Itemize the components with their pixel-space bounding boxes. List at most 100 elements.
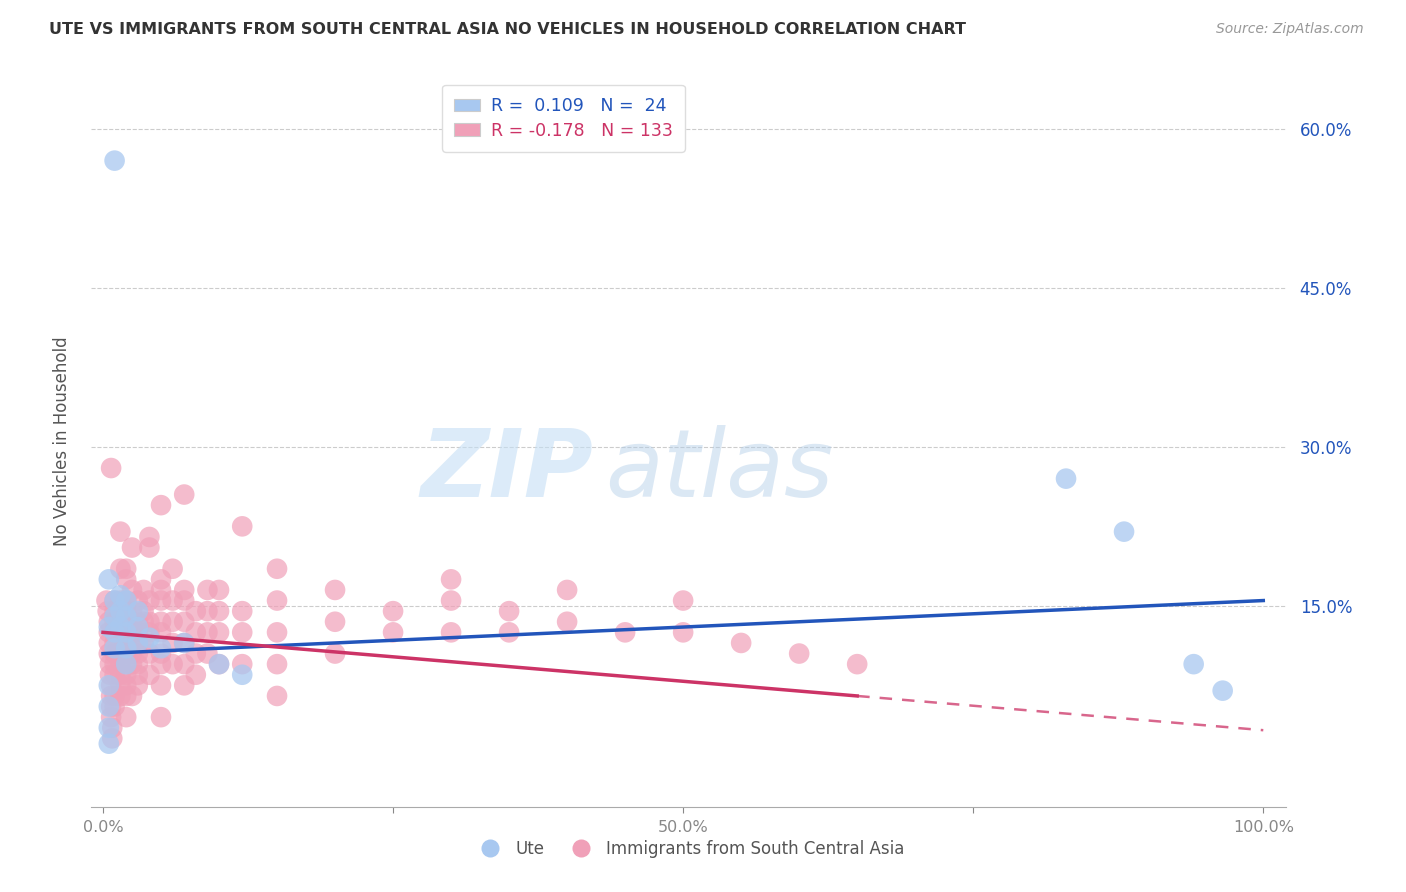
Point xyxy=(97,572,120,586)
Point xyxy=(110,657,132,672)
Point xyxy=(150,625,173,640)
Point xyxy=(846,657,869,672)
Point xyxy=(150,710,173,724)
Point xyxy=(104,667,127,681)
Point xyxy=(184,604,207,618)
Text: atlas: atlas xyxy=(605,425,834,516)
Point xyxy=(100,710,122,724)
Point xyxy=(104,625,127,640)
Point xyxy=(127,604,149,618)
Point xyxy=(173,487,195,501)
Point xyxy=(440,593,463,607)
Point xyxy=(97,647,120,661)
Point xyxy=(173,615,195,629)
Point xyxy=(100,461,122,475)
Point xyxy=(138,615,160,629)
Point xyxy=(138,593,160,607)
Point xyxy=(173,593,195,607)
Point xyxy=(110,625,132,640)
Point xyxy=(672,625,695,640)
Point xyxy=(127,625,149,640)
Point xyxy=(104,615,127,629)
Text: Source: ZipAtlas.com: Source: ZipAtlas.com xyxy=(1216,22,1364,37)
Point xyxy=(101,731,124,746)
Point xyxy=(115,625,138,640)
Point xyxy=(101,721,124,735)
Point xyxy=(115,657,138,672)
Point xyxy=(208,604,231,618)
Point xyxy=(127,657,149,672)
Point xyxy=(98,657,121,672)
Point xyxy=(173,582,195,597)
Point xyxy=(110,678,132,692)
Point xyxy=(266,625,288,640)
Point xyxy=(132,604,155,618)
Y-axis label: No Vehicles in Household: No Vehicles in Household xyxy=(52,336,70,547)
Point xyxy=(115,689,138,703)
Text: ZIP: ZIP xyxy=(420,425,593,516)
Point xyxy=(162,636,184,650)
Point xyxy=(115,636,138,650)
Point xyxy=(115,625,138,640)
Point xyxy=(231,604,253,618)
Point xyxy=(110,636,132,650)
Point xyxy=(208,582,231,597)
Point xyxy=(98,667,121,681)
Point xyxy=(127,615,149,629)
Point xyxy=(121,604,143,618)
Point xyxy=(97,620,120,634)
Point xyxy=(197,582,219,597)
Point xyxy=(162,657,184,672)
Point xyxy=(266,562,288,576)
Point xyxy=(97,615,120,629)
Point xyxy=(208,625,231,640)
Point xyxy=(115,562,138,576)
Point xyxy=(127,636,149,650)
Point xyxy=(121,625,143,640)
Point xyxy=(150,582,173,597)
Point xyxy=(1212,683,1234,698)
Point xyxy=(208,657,231,672)
Point xyxy=(266,689,288,703)
Point xyxy=(323,582,346,597)
Point xyxy=(672,593,695,607)
Point xyxy=(555,615,578,629)
Point xyxy=(150,678,173,692)
Point xyxy=(110,524,132,539)
Point xyxy=(138,631,160,645)
Point xyxy=(231,519,253,533)
Point xyxy=(138,530,160,544)
Point xyxy=(110,593,132,607)
Point xyxy=(115,641,138,656)
Point xyxy=(197,647,219,661)
Point xyxy=(150,647,173,661)
Point xyxy=(110,689,132,703)
Point xyxy=(138,625,160,640)
Point xyxy=(138,647,160,661)
Point xyxy=(173,636,195,650)
Point xyxy=(104,593,127,607)
Point xyxy=(150,615,173,629)
Point xyxy=(115,678,138,692)
Point xyxy=(197,625,219,640)
Legend: Ute, Immigrants from South Central Asia: Ute, Immigrants from South Central Asia xyxy=(467,833,911,864)
Point xyxy=(132,636,155,650)
Point xyxy=(440,625,463,640)
Point xyxy=(173,657,195,672)
Point xyxy=(97,678,120,692)
Point xyxy=(104,604,127,618)
Point xyxy=(127,636,149,650)
Point xyxy=(498,604,520,618)
Point xyxy=(162,562,184,576)
Point xyxy=(127,667,149,681)
Point xyxy=(121,615,143,629)
Point xyxy=(184,667,207,681)
Point xyxy=(208,657,231,672)
Point xyxy=(110,604,132,618)
Point xyxy=(97,625,120,640)
Point xyxy=(115,615,138,629)
Point xyxy=(184,647,207,661)
Point xyxy=(115,609,138,624)
Point xyxy=(121,689,143,703)
Point xyxy=(110,647,132,661)
